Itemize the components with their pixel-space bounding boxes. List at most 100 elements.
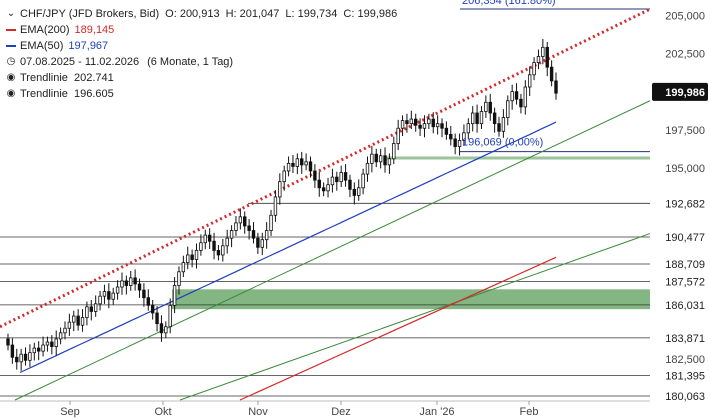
candle-body: [497, 123, 501, 132]
candle-body: [80, 317, 85, 326]
candle-body: [194, 249, 199, 260]
candle-body: [225, 237, 229, 247]
candle-body: [282, 170, 286, 183]
candle-body: [93, 303, 98, 312]
y-tick-label: 202,500: [665, 48, 705, 60]
candle-body: [387, 158, 392, 166]
candle-body: [304, 161, 308, 166]
candle-body: [238, 216, 243, 224]
candle-body: [150, 304, 155, 314]
legend-trend1: ◉ Trendlinie 202.741: [6, 70, 397, 86]
candle-body: [63, 327, 67, 334]
open-value: O: 200,913: [165, 8, 220, 20]
candle-body: [278, 181, 282, 198]
ema50-swatch: [6, 45, 16, 47]
candle-body: [89, 306, 94, 312]
price-badge-label: 199,986: [665, 87, 705, 99]
candle-body: [115, 286, 120, 294]
candle-body: [67, 321, 72, 329]
candle-body: [190, 254, 194, 260]
y-tick-label: 182,500: [665, 354, 705, 366]
candle-body: [475, 112, 479, 125]
candle-body: [199, 242, 203, 251]
candle-body: [247, 225, 251, 231]
ema200-swatch: [6, 29, 16, 31]
candle-body: [76, 315, 80, 326]
level-label: 187,572: [665, 276, 705, 288]
level-label: 188,709: [665, 259, 705, 271]
candle-body: [229, 230, 234, 239]
legend-ema50: EMA(50) 197,967: [6, 38, 397, 54]
legend-trend2: ◉ Trendlinie 196.605: [6, 86, 397, 102]
candle-body: [313, 170, 317, 181]
ema50-label: EMA(50): [20, 40, 64, 52]
candle-body: [361, 173, 365, 189]
candle-body: [343, 172, 348, 181]
ema50-value: 197,967: [68, 40, 109, 52]
ema50-line: [19, 121, 557, 374]
support-zones: [172, 156, 650, 310]
level-label: 183,871: [665, 333, 705, 345]
candle-body: [422, 123, 427, 129]
trendline-target-icon: ◉: [6, 72, 16, 83]
candle-body: [41, 344, 45, 352]
candle-body: [72, 315, 76, 323]
candle-body: [186, 254, 190, 263]
clock-icon: ◷: [6, 56, 16, 67]
candlesticks: [6, 38, 558, 371]
candle-body: [234, 222, 238, 231]
candle-body: [295, 158, 300, 167]
candle-body: [45, 341, 50, 346]
candle-body: [527, 74, 532, 88]
x-tick-label: Jan '26: [419, 406, 454, 418]
candle-body: [449, 133, 453, 140]
close-value: C: 199,986: [343, 8, 398, 20]
candle-body: [317, 179, 321, 189]
candle-body: [50, 341, 54, 347]
candle-body: [549, 66, 554, 82]
candle-body: [514, 91, 519, 100]
y-tick-label: 195,000: [665, 163, 705, 175]
candle-body: [129, 277, 133, 286]
candle-body: [321, 187, 326, 192]
candle-body: [212, 240, 216, 251]
candle-body: [102, 291, 107, 297]
candle-body: [260, 239, 264, 248]
candle-body: [23, 353, 28, 361]
candle-body: [124, 280, 129, 286]
candle-body: [488, 101, 492, 114]
candle-body: [405, 120, 409, 125]
candle-body: [400, 120, 405, 129]
x-tick-label: Dez: [331, 406, 351, 418]
candle-body: [554, 80, 558, 94]
candle-body: [155, 312, 159, 325]
candle-body: [523, 86, 528, 108]
candle-body: [19, 353, 23, 363]
support-zone: [172, 289, 650, 310]
chart-legend: ⌄ CHF/JPY (JFD Brokers, Bid) O: 200,913 …: [6, 6, 397, 102]
price-labels: 196,069 (0,00%) 206,354 (161.80%) 205,000 2…: [462, 0, 708, 403]
upper-trendline: [0, 7, 651, 329]
candle-body: [396, 127, 400, 144]
candle-body: [409, 118, 414, 125]
candle-body: [251, 230, 256, 239]
candle-body: [159, 323, 164, 334]
candle-body: [308, 161, 313, 172]
level-label: 192,682: [665, 198, 705, 210]
candle-body: [54, 338, 58, 347]
collapse-chevron-icon[interactable]: ⌄: [6, 8, 16, 19]
level-label: 180,063: [665, 391, 705, 403]
candle-body: [216, 249, 221, 256]
candle-body: [172, 285, 177, 306]
candle-body: [339, 172, 343, 183]
candle-body: [427, 118, 431, 125]
candle-body: [300, 158, 304, 166]
candle-body: [357, 187, 361, 196]
trendline-target-icon: ◉: [6, 88, 16, 99]
moving-averages: [19, 121, 557, 401]
candle-body: [15, 356, 19, 363]
trendlines: [0, 7, 651, 401]
candle-body: [85, 306, 89, 318]
candle-body: [470, 112, 475, 125]
